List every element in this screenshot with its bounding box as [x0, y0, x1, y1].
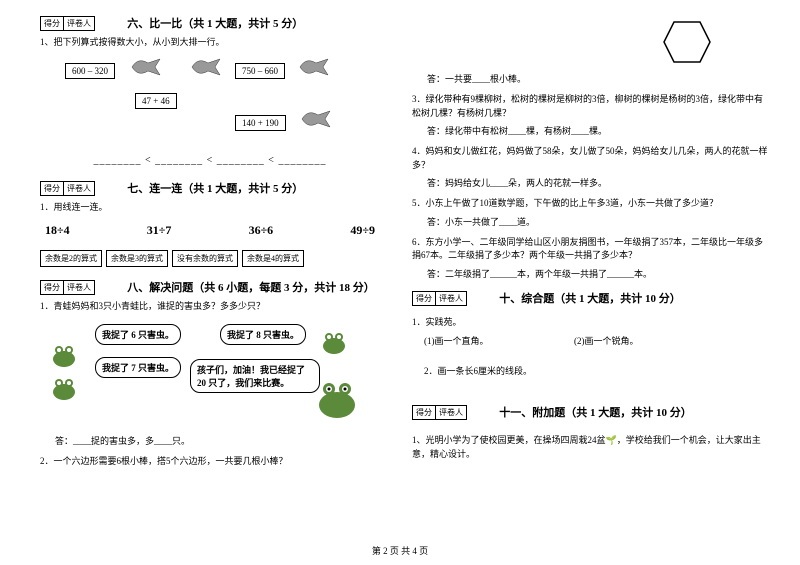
section-7-title: 七、连一连（共 1 大题，共计 5 分）	[127, 180, 303, 196]
q7-1-text: 1．用线连一连。	[40, 201, 380, 215]
hexagon-icon	[662, 20, 712, 64]
section-6-title: 六、比一比（共 1 大题，共计 5 分）	[127, 15, 303, 31]
expr-3: 47 + 46	[135, 93, 177, 109]
q11-1: 1、光明小学为了使校园更美，在操场四周栽24盆🌱，学校给我们一个机会，让大家出主…	[412, 434, 770, 461]
q8-3: 3．绿化带种有9棵柳树，松树的棵树是柳树的3倍，柳树的棵树是杨树的3倍，绿化带中…	[412, 93, 770, 120]
bird-icon	[298, 55, 333, 80]
grader-label: 评卷人	[436, 406, 466, 419]
expr-2: 750 – 660	[235, 63, 285, 79]
section-11-title: 十一、附加题（共 1 大题，共计 10 分）	[499, 404, 692, 420]
a8-4: 答：妈妈给女儿____朵，两人的花就一样多。	[427, 176, 770, 189]
q6-1-text: 1、把下列算式按得数大小，从小到大排一行。	[40, 36, 380, 50]
compare-blanks: ________ < ________ < ________ < _______…	[40, 155, 380, 166]
bird-icon	[190, 55, 225, 80]
score-label: 得分	[41, 281, 64, 294]
q10-1: 1．实践苑。	[412, 316, 770, 330]
div-expr-3: 36÷6	[244, 223, 279, 238]
a8-6: 答：二年级捐了______本，两个年级一共捐了______本。	[427, 267, 770, 280]
frog-icon	[320, 331, 348, 355]
frog-icon	[50, 377, 78, 401]
page-footer: 第 2 页 共 4 页	[0, 540, 800, 561]
q8-1-text: 1．青蛙妈妈和3只小青蛙比，谁捉的害虫多？多多少只？	[40, 300, 380, 314]
section-8-title: 八、解决问题（共 6 小题，每题 3 分，共计 18 分）	[127, 279, 375, 295]
q8-4: 4．妈妈和女儿做红花，妈妈做了58朵，女儿做了50朵，妈妈给女儿几朵，两人的花就…	[412, 145, 770, 172]
score-box: 得分 评卷人	[40, 16, 95, 31]
division-row: 18÷4 31÷7 36÷6 49÷9	[40, 223, 380, 238]
score-label: 得分	[41, 17, 64, 30]
rem-box-4: 余数是4的算式	[242, 250, 304, 267]
section-10-title: 十、综合题（共 1 大题，共计 10 分）	[499, 290, 681, 306]
grader-label: 评卷人	[64, 182, 94, 195]
score-box: 得分 评卷人	[40, 280, 95, 295]
section-8-header: 得分 评卷人 八、解决问题（共 6 小题，每题 3 分，共计 18 分）	[40, 279, 380, 297]
section-10-header: 得分 评卷人 十、综合题（共 1 大题，共计 10 分）	[412, 290, 770, 308]
score-label: 得分	[413, 406, 436, 419]
rem-box-2: 余数是3的算式	[106, 250, 168, 267]
a8-3: 答：绿化带中有松树____棵，有杨树____棵。	[427, 124, 770, 137]
grader-label: 评卷人	[64, 281, 94, 294]
rem-box-1: 余数是2的算式	[40, 250, 102, 267]
speech-4: 孩子们，加油！我已经捉了20 只了，我们来比赛。	[190, 359, 320, 393]
q10-2: 2．画一条长6厘米的线段。	[424, 365, 770, 379]
left-column: 得分 评卷人 六、比一比（共 1 大题，共计 5 分） 1、把下列算式按得数大小…	[0, 0, 400, 540]
speech-1: 我捉了 6 只害虫。	[95, 324, 181, 345]
score-label: 得分	[413, 292, 436, 305]
grader-label: 评卷人	[64, 17, 94, 30]
div-expr-4: 49÷9	[345, 223, 380, 238]
q10-1-1: (1)画一个直角。	[424, 334, 574, 347]
right-column: 答：一共要____根小棒。 3．绿化带种有9棵柳树，松树的棵树是柳树的3倍，柳树…	[400, 0, 800, 540]
bird-icon	[130, 55, 165, 80]
speech-2: 我捉了 8 只害虫。	[220, 324, 306, 345]
section-11-header: 得分 评卷人 十一、附加题（共 1 大题，共计 10 分）	[412, 404, 770, 422]
expr-4: 140 + 190	[235, 115, 286, 131]
section-7-header: 得分 评卷人 七、连一连（共 1 大题，共计 5 分）	[40, 180, 380, 198]
q10-1-sub: (1)画一个直角。 (2)画一个锐角。	[424, 334, 770, 347]
grader-label: 评卷人	[436, 292, 466, 305]
frog-icon	[50, 344, 78, 368]
q8-1-answer: 答：____捉的害虫多，多____只。	[55, 434, 380, 447]
q8-2-text: 2．一个六边形需要6根小棒，搭5个六边形，一共要几根小棒？	[40, 455, 380, 469]
score-label: 得分	[41, 182, 64, 195]
exam-page: 得分 评卷人 六、比一比（共 1 大题，共计 5 分） 1、把下列算式按得数大小…	[0, 0, 800, 540]
q10-1-2: (2)画一个锐角。	[574, 334, 639, 347]
remainder-row: 余数是2的算式 余数是3的算式 没有余数的算式 余数是4的算式	[40, 250, 380, 267]
bird-icon	[300, 107, 335, 132]
score-box: 得分 评卷人	[40, 181, 95, 196]
rem-box-3: 没有余数的算式	[172, 250, 238, 267]
div-expr-2: 31÷7	[142, 223, 177, 238]
score-box: 得分 评卷人	[412, 405, 467, 420]
section-6-header: 得分 评卷人 六、比一比（共 1 大题，共计 5 分）	[40, 15, 380, 33]
a8-5: 答：小东一共做了____道。	[427, 215, 770, 228]
score-box: 得分 评卷人	[412, 291, 467, 306]
frog-area: 我捉了 6 只害虫。 我捉了 8 只害虫。 我捉了 7 只害虫。 孩子们，加油！…	[40, 319, 380, 429]
q8-6: 6．东方小学一、二年级同学给山区小朋友捐图书，一年级捐了357本，二年级比一年级…	[412, 236, 770, 263]
div-expr-1: 18÷4	[40, 223, 75, 238]
expr-1: 600 – 320	[65, 63, 115, 79]
hex-answer: 答：一共要____根小棒。	[427, 72, 770, 85]
frog-mom-icon	[315, 379, 360, 419]
bird-comparison-area: 600 – 320 750 – 660 47 + 46 140 + 190	[40, 55, 380, 150]
speech-3: 我捉了 7 只害虫。	[95, 357, 181, 378]
q8-5: 5．小东上午做了10道数学题，下午做的比上午多3道，小东一共做了多少道？	[412, 197, 770, 211]
